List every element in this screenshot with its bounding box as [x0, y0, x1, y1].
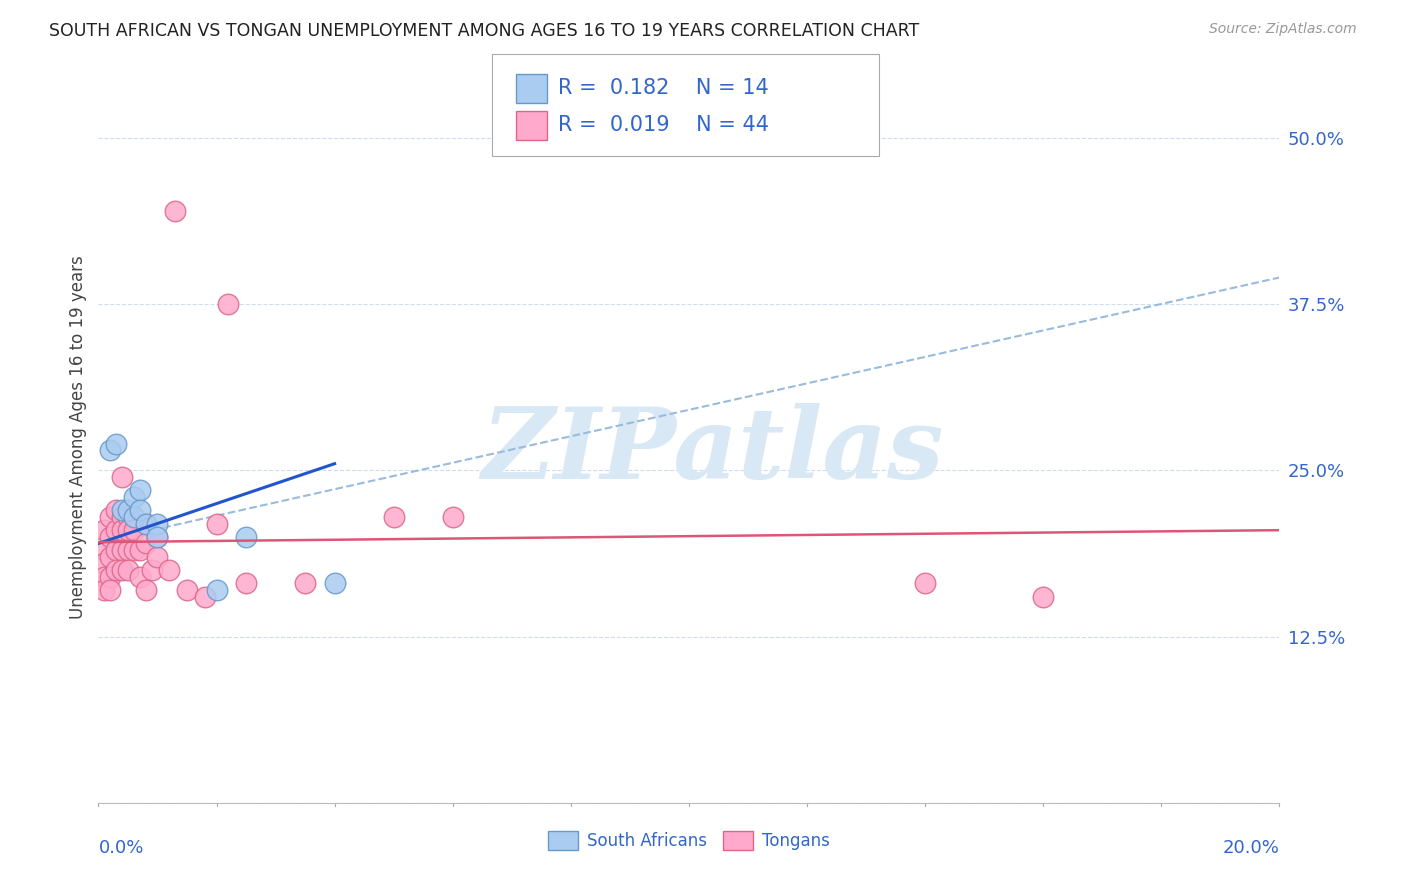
Point [323, 576, 346, 591]
Point [128, 483, 150, 498]
Text: ZIPatlas: ZIPatlas [481, 403, 943, 500]
Point [146, 516, 169, 531]
Point [117, 523, 139, 537]
Point [382, 509, 405, 524]
Point [294, 576, 316, 591]
Point [93, 523, 115, 537]
Point [98, 549, 121, 564]
Point [98, 530, 121, 544]
Point [105, 563, 128, 577]
Point [122, 523, 145, 537]
Point [105, 436, 128, 450]
Point [176, 582, 198, 597]
Point [117, 503, 139, 517]
Point [157, 563, 180, 577]
Point [914, 576, 936, 591]
Point [122, 543, 145, 558]
Point [235, 530, 257, 544]
Y-axis label: Unemployment Among Ages 16 to 19 years: Unemployment Among Ages 16 to 19 years [69, 255, 87, 619]
Point [128, 543, 150, 558]
Point [93, 582, 115, 597]
Text: Source: ZipAtlas.com: Source: ZipAtlas.com [1209, 22, 1357, 37]
Point [122, 509, 145, 524]
Point [105, 543, 128, 558]
Point [441, 509, 464, 524]
Point [111, 509, 134, 524]
Point [194, 590, 217, 604]
Point [111, 523, 134, 537]
Point [1032, 590, 1054, 604]
Point [165, 204, 187, 219]
Text: R =  0.182    N = 14: R = 0.182 N = 14 [558, 78, 769, 98]
Point [135, 516, 157, 531]
Point [135, 536, 157, 550]
Text: SOUTH AFRICAN VS TONGAN UNEMPLOYMENT AMONG AGES 16 TO 19 YEARS CORRELATION CHART: SOUTH AFRICAN VS TONGAN UNEMPLOYMENT AMO… [49, 22, 920, 40]
Point [141, 563, 163, 577]
Point [111, 470, 134, 484]
Point [117, 509, 139, 524]
Text: R =  0.019    N = 44: R = 0.019 N = 44 [558, 115, 769, 135]
Point [128, 570, 150, 584]
Point [205, 516, 228, 531]
Point [235, 576, 257, 591]
Point [122, 490, 145, 504]
Point [98, 582, 121, 597]
Legend: South Africans, Tongans: South Africans, Tongans [541, 824, 837, 856]
Point [128, 503, 150, 517]
Point [146, 549, 169, 564]
Text: 20.0%: 20.0% [1223, 839, 1279, 857]
Point [135, 516, 157, 531]
Point [105, 503, 128, 517]
Point [98, 443, 121, 458]
Point [98, 509, 121, 524]
Point [205, 582, 228, 597]
Point [93, 543, 115, 558]
Text: 0.0%: 0.0% [98, 839, 143, 857]
Point [122, 509, 145, 524]
Point [93, 570, 115, 584]
Point [117, 563, 139, 577]
Point [93, 557, 115, 571]
Point [111, 543, 134, 558]
Point [117, 543, 139, 558]
Point [111, 503, 134, 517]
Point [146, 530, 169, 544]
Point [98, 570, 121, 584]
Point [146, 530, 169, 544]
Point [111, 563, 134, 577]
Point [217, 297, 239, 311]
Point [135, 582, 157, 597]
Point [105, 523, 128, 537]
